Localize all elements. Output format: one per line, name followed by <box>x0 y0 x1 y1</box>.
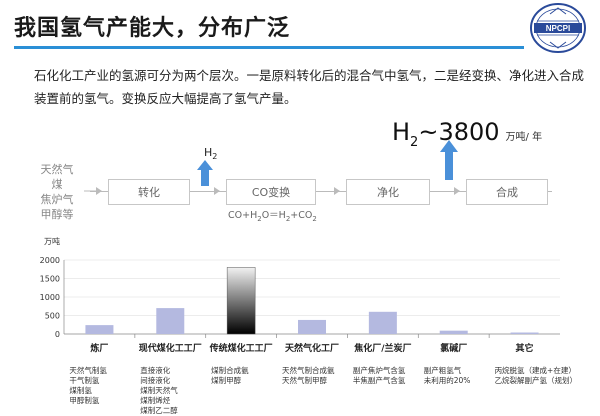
y-axis-unit: 万吨 <box>44 236 60 246</box>
process-step-shift: CO变换 <box>226 179 316 205</box>
bar <box>156 308 185 334</box>
x-tick-label: 天然气化工厂 <box>284 344 339 354</box>
x-tick-label: 炼厂 <box>90 344 109 354</box>
category-note-line: 半焦副产气含氢 <box>352 376 406 385</box>
x-tick-label: 现代煤化工工厂 <box>138 344 202 354</box>
bar <box>368 311 397 334</box>
category-note-line: 干气制氢 <box>69 376 100 385</box>
x-tick-label: 焦化厂/兰炭厂 <box>354 344 412 354</box>
category-note: 天然气制氢 干气制氢 煤制氢 甲醇制氢 <box>69 366 107 406</box>
eq-part: +CO <box>290 210 313 221</box>
h2-label: H2 <box>204 146 217 161</box>
category-note-line: 天然气制合成氨 <box>282 366 335 375</box>
hydrogen-capacity-chart: 万吨 0 500 1000 1500 2000 <box>40 236 560 339</box>
category-note-line: 天然气制氢 <box>69 366 107 375</box>
up-arrow-icon <box>440 140 458 180</box>
x-tick-label: 传统煤化工工厂 <box>209 344 273 354</box>
y-tick-label: 0 <box>55 330 60 339</box>
category-note-line: 副产粗氢气 <box>423 366 462 375</box>
category-note-line: 丙烷脱氢（建成+在建） <box>494 366 576 375</box>
h2-sub: 2 <box>212 152 218 162</box>
bar <box>510 332 539 334</box>
chevron-right-icon <box>214 187 220 195</box>
intro-paragraph: 石化化工产业的氢源可分为两个层次。一是原料转化后的混合气中氢气，二是经变换、净化… <box>34 68 585 106</box>
category-note-line: 煤制甲醇 <box>211 376 242 385</box>
process-step-synthesis: 合成 <box>466 179 548 205</box>
x-tick-label: 氯碱厂 <box>440 344 468 354</box>
title-underline <box>14 46 524 49</box>
y-tick-label: 1000 <box>40 293 60 302</box>
feedstock-list: 天然气 煤 焦炉气 甲醇等 <box>30 162 84 222</box>
category-note-line: 煤制合成氨 <box>211 366 249 375</box>
bar <box>439 330 468 334</box>
production-h-sub: 2 <box>410 134 419 150</box>
feedstock-item: 煤 <box>51 178 63 191</box>
eq-sub: 2 <box>285 214 291 223</box>
feedstock-item: 焦炉气 <box>40 193 74 206</box>
process-step-purification: 净化 <box>346 179 430 205</box>
category-note-line: 直接液化 <box>140 366 171 375</box>
production-value: ~3800 <box>418 118 500 146</box>
logo-text: NPCPI <box>546 24 570 33</box>
category-note-line: 煤制氢 <box>69 386 92 395</box>
chevron-right-icon <box>454 187 460 195</box>
category-note-line: 煤制烯烃 <box>140 396 171 405</box>
category-note-line: 未利用的20% <box>423 376 471 385</box>
y-tick-label: 2000 <box>40 256 60 265</box>
up-arrow-icon <box>197 160 213 186</box>
category-note: 丙烷脱氢（建成+在建） 乙烷裂解副产氢（规划） <box>495 366 578 386</box>
feedstock-item: 天然气 <box>40 163 74 176</box>
feedstock-item: 甲醇等 <box>40 208 74 221</box>
category-note-line: 甲醇制氢 <box>69 396 100 405</box>
bar <box>298 319 326 334</box>
production-h: H <box>392 118 411 146</box>
x-tick-label: 其它 <box>515 344 534 354</box>
category-note-line: 副产焦炉气含氢 <box>352 366 406 375</box>
category-note: 副产焦炉气含氢 半焦副产气含氢 <box>353 366 406 386</box>
production-callout: H2~3800 万吨/ 年 <box>392 118 542 150</box>
production-unit: 万吨/ 年 <box>505 132 543 143</box>
category-note-line: 煤制乙二醇 <box>140 406 178 415</box>
bar <box>226 267 256 335</box>
category-note: 煤制合成氨 煤制甲醇 <box>211 366 249 386</box>
category-note-line: 乙烷裂解副产氢（规划） <box>494 376 578 385</box>
eq-sub: 2 <box>312 214 317 223</box>
process-step-reforming: 转化 <box>108 179 190 205</box>
category-note: 直接液化 间接液化 煤制天然气 煤制烯烃 煤制乙二醇 <box>140 366 178 416</box>
shift-equation: CO+H2O＝H2+CO2 <box>228 207 317 223</box>
h2-h: H <box>204 146 213 159</box>
category-note: 天然气制合成氨 天然气制甲醇 <box>282 366 335 386</box>
category-note: 副产粗氢气 未利用的20% <box>424 366 471 386</box>
eq-part: O＝H <box>261 210 286 221</box>
npcpi-logo-icon: NPCPI <box>530 3 586 53</box>
page-title: 我国氢气产能大，分布广泛 <box>14 16 291 41</box>
bar <box>85 325 114 334</box>
y-tick-label: 500 <box>45 312 60 321</box>
process-flow-line <box>90 191 552 192</box>
category-note-line: 煤制天然气 <box>140 386 178 395</box>
y-tick-label: 1500 <box>40 275 60 284</box>
category-note-line: 天然气制甲醇 <box>282 376 327 385</box>
eq-sub: 2 <box>257 214 262 223</box>
eq-part: CO+H <box>228 210 258 221</box>
chevron-right-icon <box>334 187 340 195</box>
chevron-right-icon <box>96 187 102 195</box>
category-note-line: 间接液化 <box>140 376 171 385</box>
